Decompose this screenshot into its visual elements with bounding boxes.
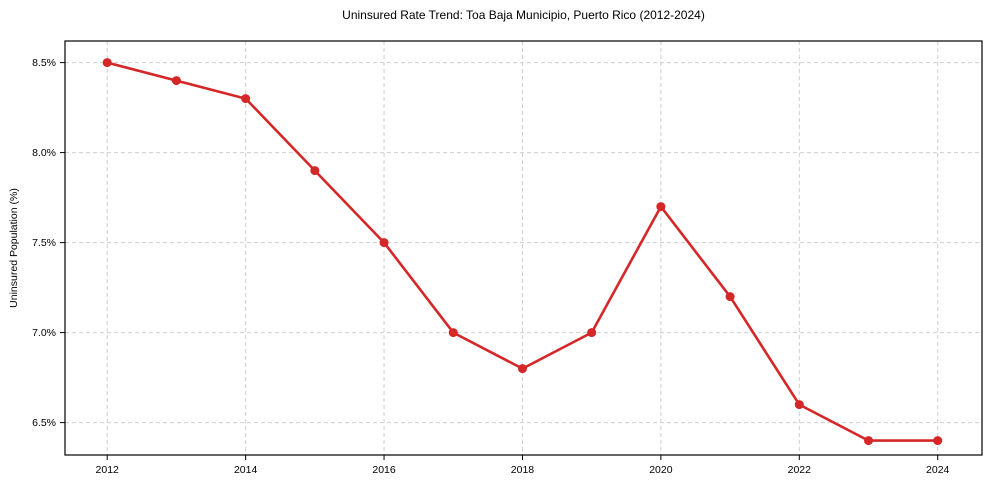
chart-title: Uninsured Rate Trend: Toa Baja Municipio… <box>342 8 705 22</box>
x-tick-label: 2014 <box>234 464 258 476</box>
x-tick-label: 2012 <box>96 464 120 476</box>
data-point <box>102 58 112 68</box>
y-tick-label: 6.5% <box>32 417 56 429</box>
x-tick-label: 2022 <box>788 464 812 476</box>
data-point <box>794 400 804 410</box>
data-point <box>379 238 389 248</box>
data-point <box>725 292 735 302</box>
plot-border <box>64 40 983 456</box>
x-tick-label: 2024 <box>926 464 950 476</box>
y-tick-label: 7.0% <box>32 327 56 339</box>
data-point <box>241 94 251 104</box>
data-point <box>933 436 943 446</box>
data-point <box>863 436 873 446</box>
x-tick-label: 2018 <box>511 464 535 476</box>
data-point <box>517 364 527 374</box>
data-point <box>310 166 320 176</box>
data-point <box>448 328 458 338</box>
x-tick-label: 2020 <box>649 464 673 476</box>
data-point <box>656 202 666 212</box>
data-point <box>587 328 597 338</box>
data-point <box>171 76 181 86</box>
y-tick-label: 7.5% <box>32 237 56 249</box>
x-tick-label: 2016 <box>372 464 396 476</box>
y-tick-label: 8.0% <box>32 147 56 159</box>
y-tick-label: 8.5% <box>32 57 56 69</box>
